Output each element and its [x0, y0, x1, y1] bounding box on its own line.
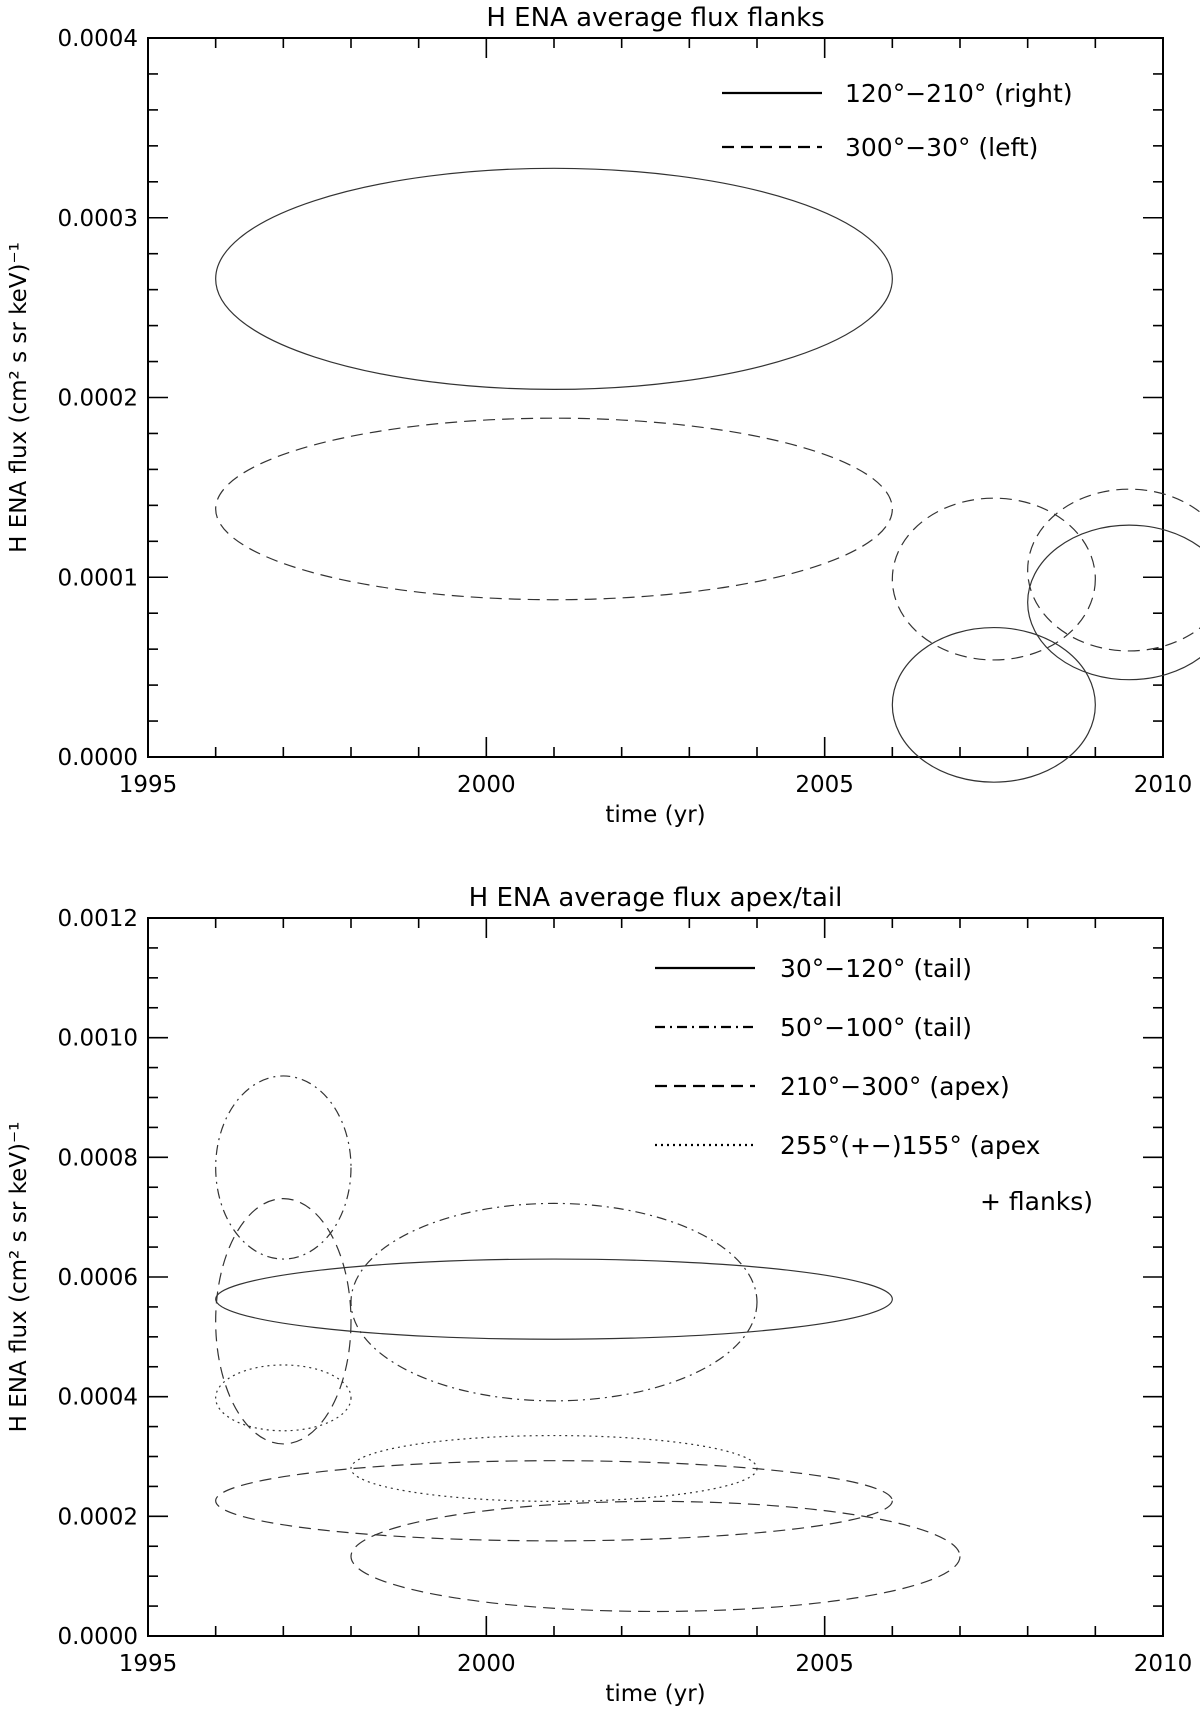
series-solid-ellipse-1 — [215, 1258, 893, 1340]
chart-panel-2: H ENA average flux apex/tail 1995 2000 2005… — [6, 883, 1192, 1707]
y-tick-label: 0.0008 — [58, 1145, 138, 1171]
legend-label: 300°−30° (left) — [845, 133, 1038, 162]
legend: 30°−120° (tail) 50°−100° (tail) 210°−300° … — [655, 954, 1093, 1216]
y-tick-label: 0.0006 — [58, 1265, 138, 1291]
y-tick-label: 0.0002 — [58, 386, 138, 412]
x-tick-label: 2010 — [1134, 772, 1193, 798]
legend: 120°−210° (right) 300°−30° (left) — [722, 79, 1073, 162]
chart-title: H ENA average flux flanks — [486, 3, 824, 33]
series-dashed-ellipse-2 — [891, 497, 1096, 661]
x-axis-label: time (yr) — [605, 802, 705, 828]
y-tick-label: 0.0001 — [58, 565, 138, 591]
legend-label: 255°(+−)155° (apex — [780, 1131, 1040, 1160]
x-axis-label: time (yr) — [605, 1681, 705, 1707]
y-axis-label: H ENA flux (cm² s sr keV)⁻¹ — [6, 1122, 32, 1433]
legend-label: 120°−210° (right) — [845, 79, 1073, 108]
y-axis-label: H ENA flux (cm² s sr keV)⁻¹ — [6, 242, 32, 553]
legend-label: 210°−300° (apex) — [780, 1072, 1010, 1101]
y-tick-label: 0.0004 — [58, 26, 138, 52]
legend-label: + flanks) — [980, 1187, 1093, 1216]
chart-title: H ENA average flux apex/tail — [469, 883, 843, 913]
series-dotted-ellipse-1 — [215, 1364, 352, 1432]
y-tick-label: 0.0012 — [58, 906, 138, 932]
series-dashed-ellipse-1 — [215, 1198, 352, 1445]
x-tick-label: 1995 — [119, 1651, 178, 1677]
series-solid-ellipse-1 — [215, 167, 893, 391]
series-dashed-ellipse-3 — [350, 1500, 961, 1613]
series-dashed-ellipse-1 — [215, 417, 893, 601]
series-dashdot-ellipse-2 — [350, 1202, 758, 1402]
series-solid-ellipse-2 — [891, 626, 1096, 783]
x-tick-label: 2000 — [457, 1651, 516, 1677]
series-dashdot-ellipse-1 — [215, 1075, 352, 1260]
chart-panel-1: H ENA average flux flanks 1995 2000 2005 201… — [6, 3, 1200, 828]
legend-label: 30°−120° (tail) — [780, 954, 972, 983]
x-tick-label: 2005 — [795, 1651, 854, 1677]
y-tick-label: 0.0002 — [58, 1504, 138, 1530]
x-tick-label: 2010 — [1134, 1651, 1193, 1677]
series-dotted-ellipse-2 — [350, 1434, 758, 1502]
x-tick-label: 2000 — [457, 772, 516, 798]
legend-label: 50°−100° (tail) — [780, 1013, 972, 1042]
y-tick-label: 0.0003 — [58, 206, 138, 232]
plot-frame — [147, 917, 1164, 1637]
series-solid-ellipse-3 — [1027, 524, 1200, 681]
x-tick-label: 2005 — [795, 772, 854, 798]
y-tick-label: 0.0000 — [58, 1624, 138, 1650]
series-dashed-ellipse-2 — [215, 1460, 893, 1542]
y-tick-label: 0.0010 — [58, 1026, 138, 1052]
x-tick-label: 1995 — [119, 772, 178, 798]
y-tick-label: 0.0004 — [58, 1385, 138, 1411]
series-dashed-ellipse-3 — [1027, 488, 1200, 652]
y-tick-label: 0.0000 — [58, 745, 138, 771]
